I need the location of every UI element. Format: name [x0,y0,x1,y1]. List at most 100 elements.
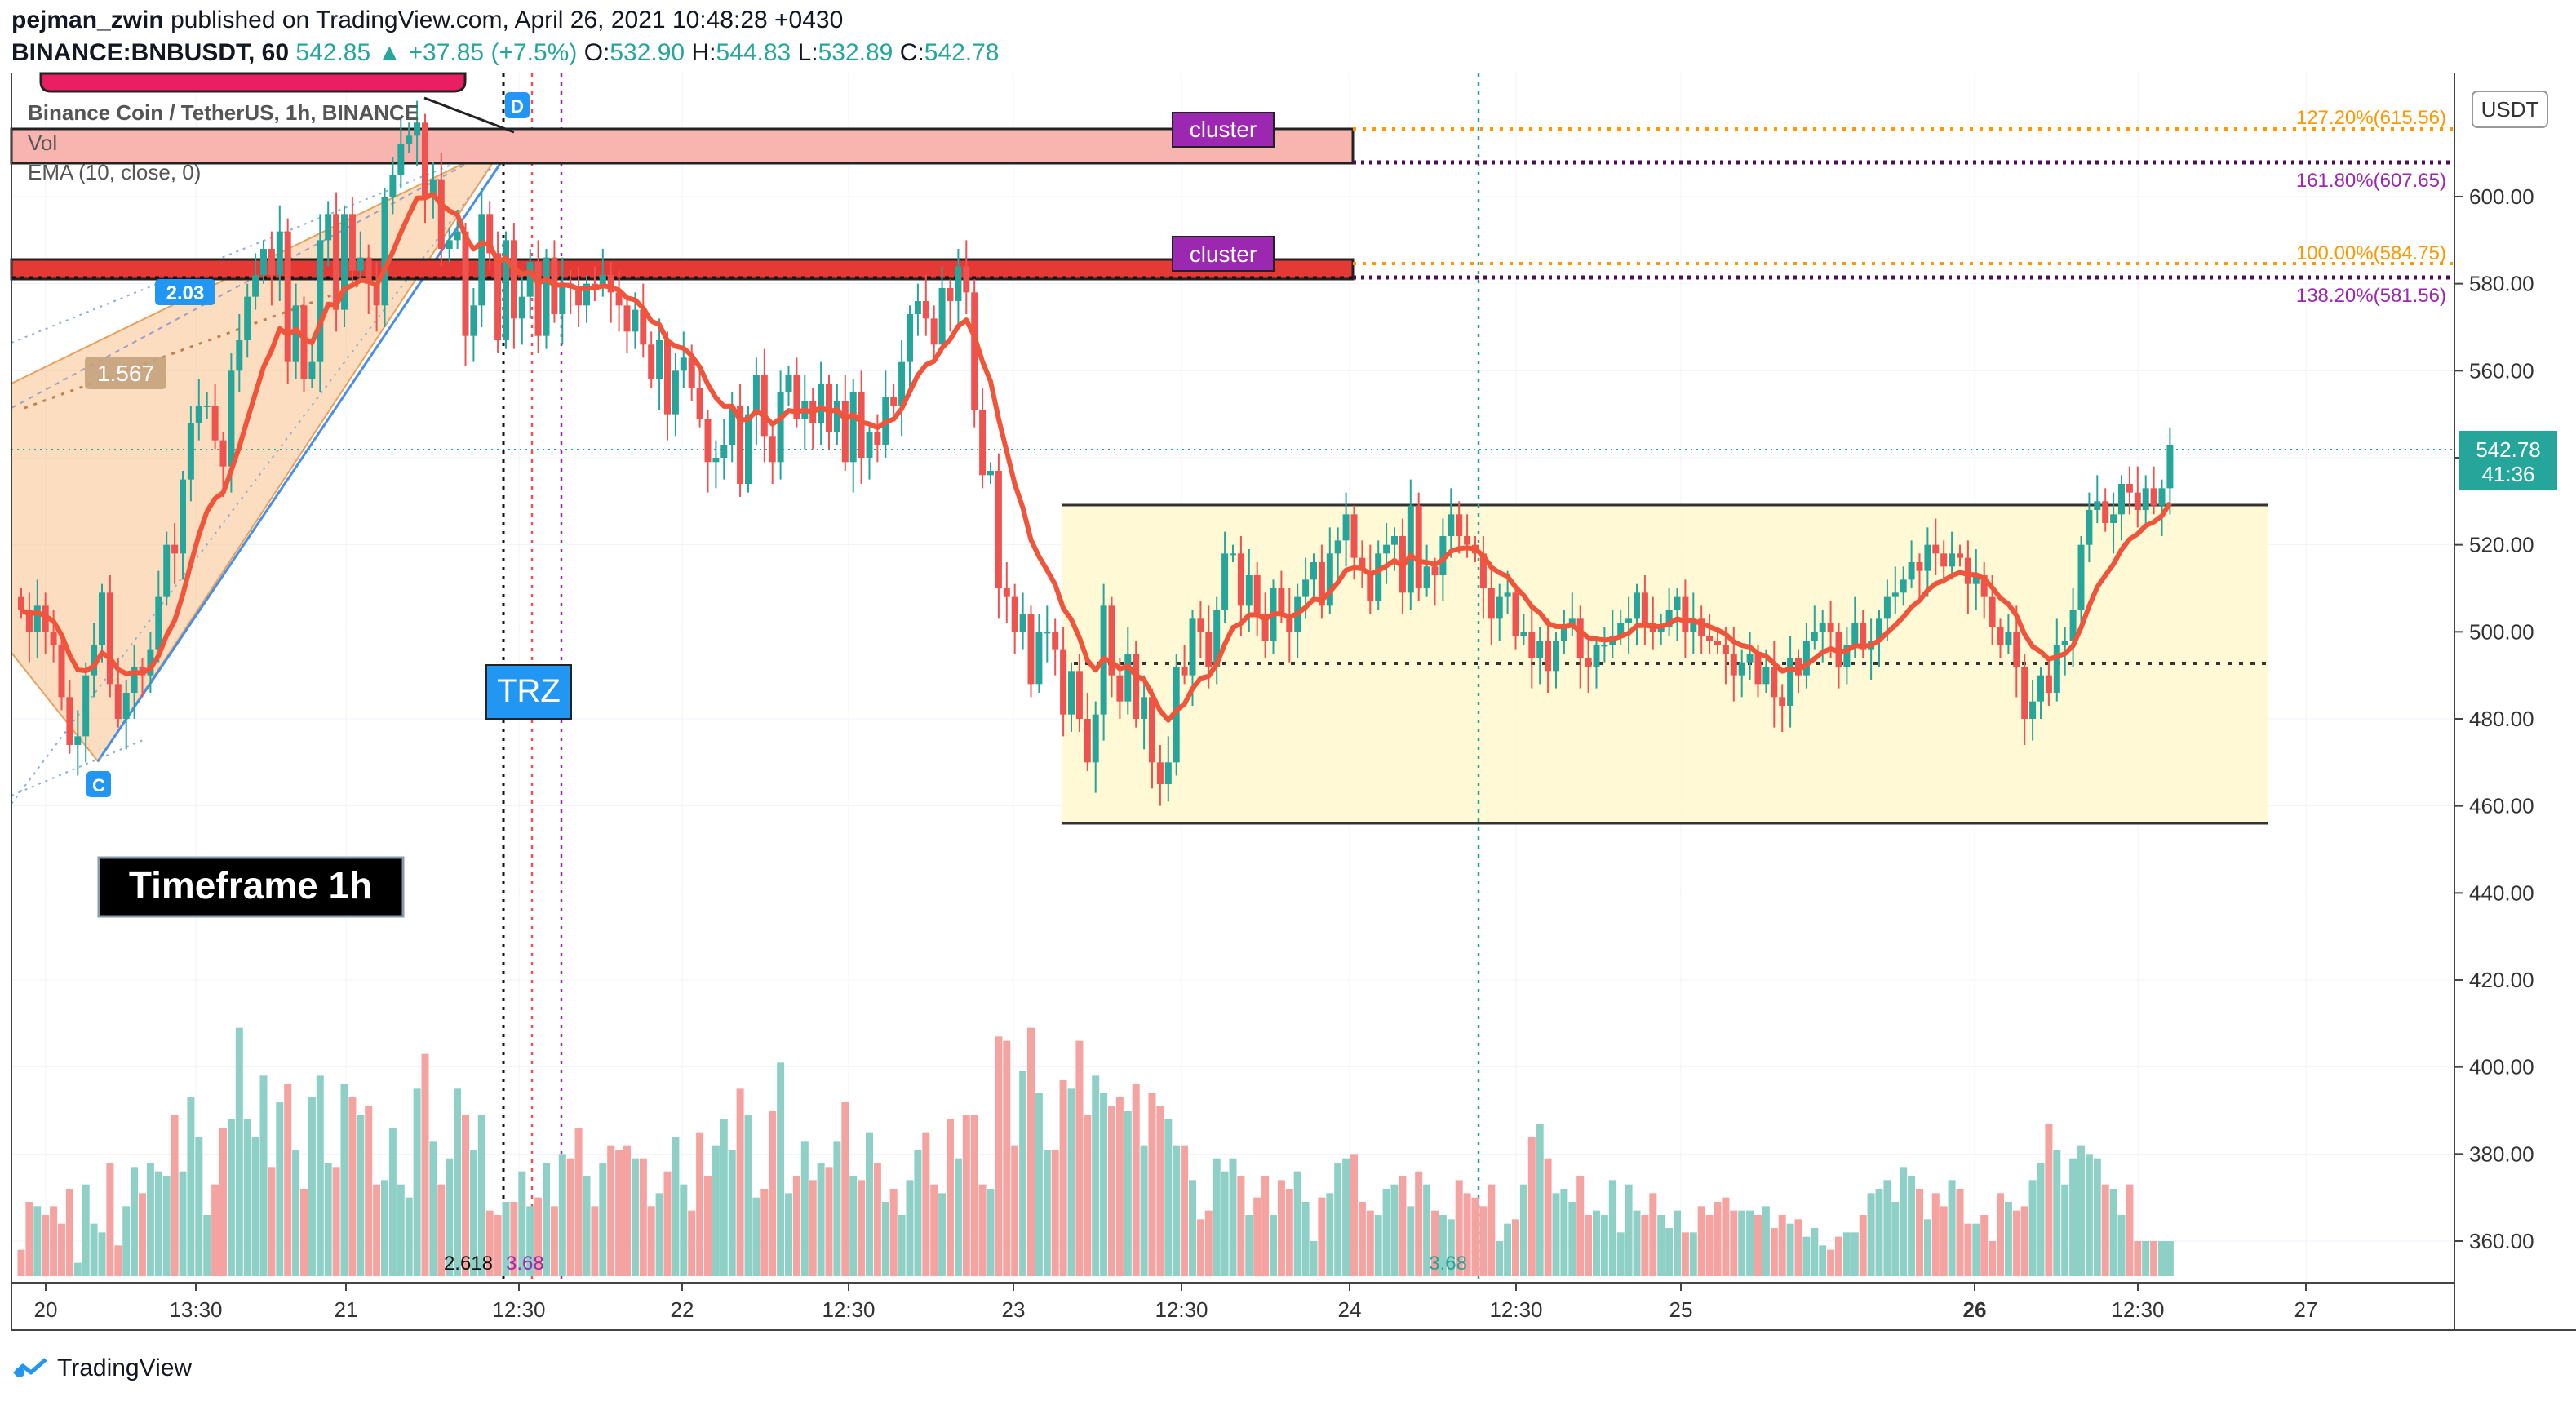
candle-body[interactable] [583,283,590,306]
candle-body[interactable] [1156,762,1164,784]
candle-body[interactable] [1116,675,1124,702]
candle-body[interactable] [82,675,90,737]
candle-body[interactable] [437,179,445,249]
candlesticks[interactable] [18,100,2174,806]
candle-body[interactable] [696,388,703,419]
candle-body[interactable] [365,257,372,284]
candle-body[interactable] [503,240,509,340]
candle-body[interactable] [704,419,712,463]
candle-body[interactable] [1164,762,1172,784]
candle-body[interactable] [1690,618,1697,632]
candle-body[interactable] [1787,658,1794,706]
candle-body[interactable] [1980,575,1988,597]
candle-body[interactable] [745,414,752,484]
candle-body[interactable] [922,301,929,319]
candle-body[interactable] [890,397,898,406]
candle-body[interactable] [1560,627,1567,641]
candle-body[interactable] [979,410,987,476]
candle-body[interactable] [955,266,962,301]
candle-body[interactable] [1456,514,1463,536]
candle-body[interactable] [1536,641,1544,658]
candle-body[interactable] [268,249,275,275]
candle-body[interactable] [1779,697,1786,706]
footer-brand[interactable]: TradingView [11,1348,192,1389]
candle-body[interactable] [1141,697,1148,719]
candle-body[interactable] [187,423,194,480]
candle-body[interactable] [1092,714,1099,763]
candle-body[interactable] [2061,641,2068,645]
ratio-1567[interactable]: 1.567 [97,361,154,386]
candle-body[interactable] [2077,544,2085,610]
candle-body[interactable] [163,544,171,597]
candle-body[interactable] [914,301,921,314]
candle-body[interactable] [91,645,98,676]
candle-body[interactable] [1027,614,1035,685]
candle-body[interactable] [333,214,340,310]
candle-body[interactable] [2021,667,2028,719]
candle-body[interactable] [1665,610,1673,627]
candle-body[interactable] [131,667,138,693]
candle-body[interactable] [1843,645,1851,667]
candle-body[interactable] [1035,632,1043,685]
candle-body[interactable] [963,266,970,293]
candle-body[interactable] [680,357,687,371]
candle-body[interactable] [1512,592,1519,636]
candle-body[interactable] [559,283,566,314]
cluster-zone-upper[interactable] [10,127,1355,165]
candle-body[interactable] [2069,610,2077,641]
candle-body[interactable] [760,375,768,437]
candle-body[interactable] [1553,641,1559,672]
candle-body[interactable] [2150,488,2157,506]
candle-body[interactable] [252,275,259,297]
candle-body[interactable] [2118,484,2125,515]
candle-body[interactable] [1972,575,1980,584]
candle-body[interactable] [518,296,525,319]
candle-body[interactable] [1464,536,1471,545]
candle-body[interactable] [1714,641,1721,645]
candle-body[interactable] [818,384,825,423]
candle-body[interactable] [1949,553,1956,567]
candle-body[interactable] [526,262,534,297]
candle-body[interactable] [1084,719,1091,763]
cluster-label-upper[interactable]: cluster [1190,117,1257,142]
candle-body[interactable] [99,592,105,645]
candle-body[interactable] [2045,675,2052,693]
candle-body[interactable] [1237,553,1244,606]
candle-body[interactable] [292,305,299,362]
candle-body[interactable] [454,231,461,241]
candle-body[interactable] [640,309,647,345]
candle-body[interactable] [147,649,154,676]
candle-body[interactable] [1011,596,1018,632]
candle-body[interactable] [155,596,162,650]
candle-body[interactable] [429,179,437,197]
candle-body[interactable] [1617,623,1625,636]
candle-body[interactable] [1003,588,1010,597]
candle-body[interactable] [1795,658,1802,676]
candle-body[interactable] [470,305,477,336]
candle-body[interactable] [1334,540,1341,554]
candle-body[interactable] [826,384,832,432]
candle-body[interactable] [858,392,865,458]
candle-body[interactable] [1625,618,1633,623]
candle-body[interactable] [276,231,283,275]
candle-body[interactable] [1278,588,1285,614]
candle-body[interactable] [1932,544,1940,554]
candle-body[interactable] [50,632,57,645]
candle-body[interactable] [308,361,316,379]
candle-body[interactable] [1722,645,1729,654]
candle-body[interactable] [1762,667,1770,685]
candle-body[interactable] [1997,627,2004,645]
candle-body[interactable] [1851,623,1859,645]
candle-body[interactable] [1916,562,1923,571]
ratio-203[interactable]: 2.03 [166,282,205,304]
candle-body[interactable] [348,214,356,271]
candle-body[interactable] [1439,536,1447,575]
candle-body[interactable] [1601,645,1608,647]
consolidation-range-box[interactable] [1062,505,2268,823]
candle-body[interactable] [793,375,800,419]
candle-body[interactable] [389,175,397,197]
candle-body[interactable] [1245,575,1253,606]
candle-body[interactable] [1706,636,1714,641]
candle-body[interactable] [228,370,235,467]
candle-body[interactable] [833,401,840,432]
